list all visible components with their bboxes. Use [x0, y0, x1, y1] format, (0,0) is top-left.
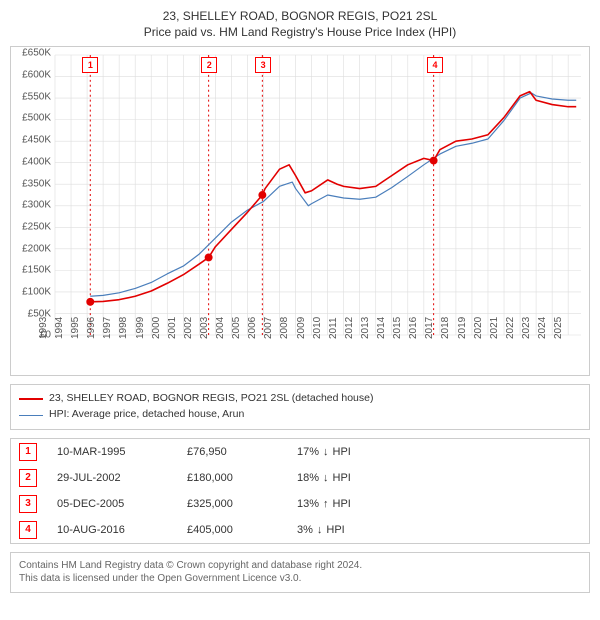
y-tick-label: £600K	[22, 70, 51, 81]
events-table: 110-MAR-1995£76,95017%↓HPI229-JUL-2002£1…	[10, 438, 590, 544]
attribution-footer: Contains HM Land Registry data © Crown c…	[10, 552, 590, 593]
event-marker-label: 3	[255, 57, 271, 73]
event-number-box: 3	[19, 495, 37, 513]
y-tick-label: £400K	[22, 156, 51, 167]
event-row: 2 29-JUL-2002£180,00018% ↓ HPI	[11, 465, 589, 491]
y-tick-label: £300K	[22, 200, 51, 211]
y-tick-label: £500K	[22, 113, 51, 124]
chart-title: 23, SHELLEY ROAD, BOGNOR REGIS, PO21 2SL…	[10, 8, 590, 40]
event-marker-label: 1	[82, 57, 98, 73]
event-number-box: 1	[19, 443, 37, 461]
x-tick-label: 2025	[553, 317, 587, 339]
x-axis: 1993199419951996199719981999200020012002…	[55, 335, 581, 375]
event-date: 05-DEC-2005	[57, 498, 187, 510]
event-price: £76,950	[187, 446, 297, 458]
event-marker-label: 2	[201, 57, 217, 73]
event-row: 4 10-AUG-2016£405,0003% ↓HPI	[11, 517, 589, 543]
event-date: 29-JUL-2002	[57, 472, 187, 484]
title-line2: Price paid vs. HM Land Registry's House …	[10, 24, 590, 40]
event-pct: 18%	[297, 472, 319, 484]
title-line1: 23, SHELLEY ROAD, BOGNOR REGIS, PO21 2SL	[10, 8, 590, 24]
event-pct: 17%	[297, 446, 319, 458]
hpi-suffix: HPI	[333, 472, 351, 484]
hpi-suffix: HPI	[333, 446, 351, 458]
y-axis: £0£50K£100K£150K£200K£250K£300K£350K£400…	[11, 55, 55, 335]
legend: 23, SHELLEY ROAD, BOGNOR REGIS, PO21 2SL…	[10, 384, 590, 430]
event-date: 10-AUG-2016	[57, 524, 187, 536]
event-hpi-diff: 13% ↑ HPI	[297, 498, 397, 510]
event-price: £180,000	[187, 472, 297, 484]
legend-row: HPI: Average price, detached house, Arun	[19, 407, 581, 423]
event-price: £405,000	[187, 524, 297, 536]
arrow-down-icon: ↓	[317, 524, 323, 536]
event-dot	[86, 298, 94, 306]
event-number-box: 4	[19, 521, 37, 539]
arrow-down-icon: ↓	[323, 446, 329, 458]
y-tick-label: £200K	[22, 243, 51, 254]
event-pct: 13%	[297, 498, 319, 510]
chart-area: £0£50K£100K£150K£200K£250K£300K£350K£400…	[10, 46, 590, 376]
hpi-suffix: HPI	[326, 524, 344, 536]
event-date: 10-MAR-1995	[57, 446, 187, 458]
legend-label: 23, SHELLEY ROAD, BOGNOR REGIS, PO21 2SL…	[49, 391, 374, 407]
y-tick-label: £350K	[22, 178, 51, 189]
hpi-suffix: HPI	[333, 498, 351, 510]
event-marker-label: 4	[427, 57, 443, 73]
y-tick-label: £450K	[22, 135, 51, 146]
y-tick-label: £100K	[22, 287, 51, 298]
event-dot	[258, 191, 266, 199]
event-price: £325,000	[187, 498, 297, 510]
legend-label: HPI: Average price, detached house, Arun	[49, 407, 244, 423]
event-row: 3 05-DEC-2005£325,00013% ↑ HPI	[11, 491, 589, 517]
legend-swatch	[19, 398, 43, 400]
y-tick-label: £150K	[22, 265, 51, 276]
event-hpi-diff: 3% ↓HPI	[297, 524, 397, 536]
legend-row: 23, SHELLEY ROAD, BOGNOR REGIS, PO21 2SL…	[19, 391, 581, 407]
arrow-down-icon: ↓	[323, 472, 329, 484]
event-pct: 3%	[297, 524, 313, 536]
footer-line2: This data is licensed under the Open Gov…	[19, 572, 581, 586]
event-hpi-diff: 17% ↓ HPI	[297, 446, 397, 458]
y-tick-label: £650K	[22, 48, 51, 59]
event-hpi-diff: 18% ↓ HPI	[297, 472, 397, 484]
footer-line1: Contains HM Land Registry data © Crown c…	[19, 559, 581, 573]
y-tick-label: £250K	[22, 221, 51, 232]
event-number-box: 2	[19, 469, 37, 487]
y-tick-label: £550K	[22, 91, 51, 102]
series-hpi	[90, 93, 576, 296]
event-row: 1 10-MAR-1995£76,95017% ↓ HPI	[11, 439, 589, 465]
chart-svg	[55, 55, 581, 335]
container: 23, SHELLEY ROAD, BOGNOR REGIS, PO21 2SL…	[0, 0, 600, 620]
event-dot	[430, 157, 438, 165]
arrow-up-icon: ↑	[323, 498, 329, 510]
plot-area: 1 2 3 4	[55, 55, 581, 335]
event-dot	[205, 254, 213, 262]
legend-swatch	[19, 415, 43, 416]
